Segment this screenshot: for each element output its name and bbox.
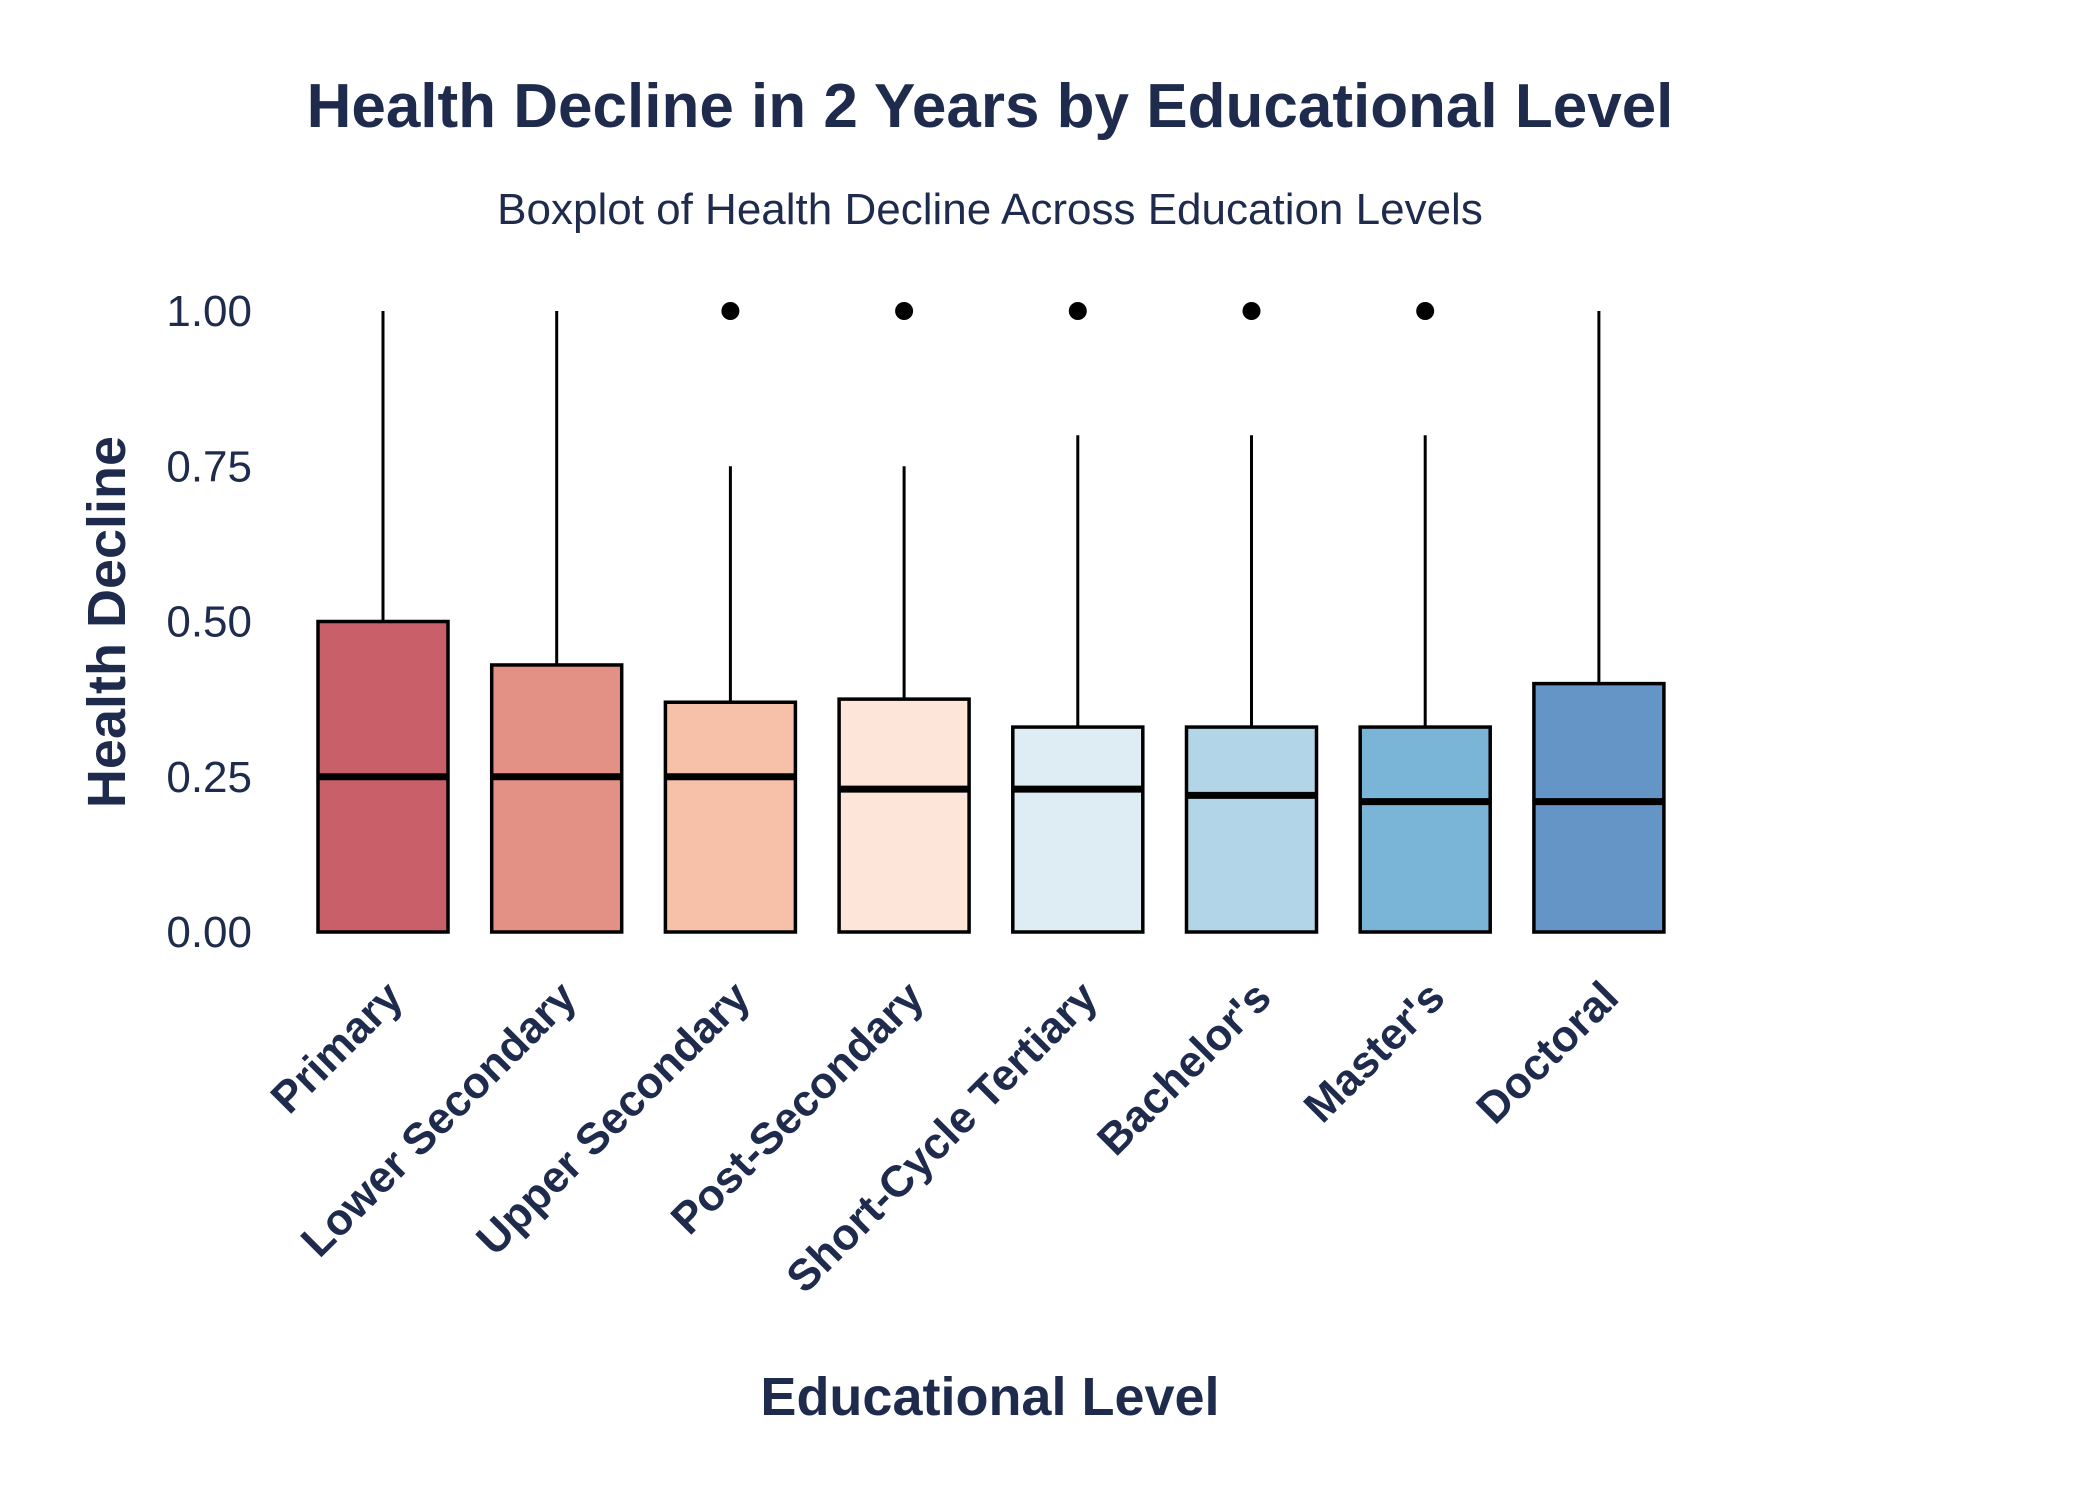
box bbox=[837, 697, 971, 934]
outlier-point bbox=[1242, 302, 1261, 320]
outlier-point bbox=[721, 302, 740, 320]
box bbox=[489, 663, 624, 934]
chart-subtitle: Boxplot of Health Decline Across Educati… bbox=[497, 185, 1483, 234]
y-tick-label: 0.50 bbox=[166, 598, 252, 647]
x-axis-label: Educational Level bbox=[760, 1367, 1219, 1427]
box bbox=[1184, 725, 1319, 934]
chart-title: Health Decline in 2 Years by Educational… bbox=[307, 72, 1674, 141]
x-tick-label: Short-Cycle Tertiary bbox=[777, 972, 1107, 1302]
box bbox=[1358, 725, 1492, 934]
x-tick-label: Master's bbox=[1295, 972, 1455, 1132]
x-tick-label: Bachelor's bbox=[1088, 972, 1280, 1164]
box bbox=[663, 700, 798, 934]
plot-area bbox=[316, 302, 1666, 934]
x-tick-label: Doctoral bbox=[1467, 972, 1628, 1133]
y-tick-label: 0.25 bbox=[166, 753, 252, 802]
outlier-point bbox=[895, 302, 914, 320]
x-tick-label: Primary bbox=[262, 972, 413, 1123]
y-tick-label: 0.00 bbox=[166, 908, 252, 957]
box bbox=[1011, 725, 1145, 934]
y-tick-label: 0.75 bbox=[166, 442, 252, 491]
outlier-point bbox=[1068, 302, 1087, 320]
y-axis-label: Health Decline bbox=[77, 436, 137, 808]
outlier-point bbox=[1416, 302, 1435, 320]
box bbox=[1532, 681, 1666, 934]
y-tick-label: 1.00 bbox=[166, 287, 252, 336]
